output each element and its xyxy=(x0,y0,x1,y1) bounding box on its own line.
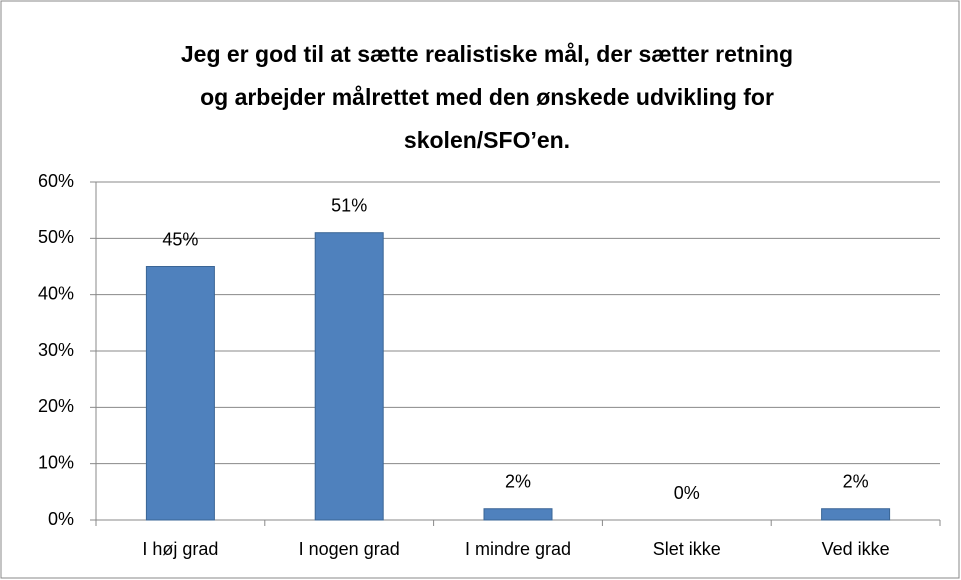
x-tick-label: I nogen grad xyxy=(299,539,400,559)
y-tick-label: 10% xyxy=(38,452,74,472)
bar xyxy=(145,266,215,521)
x-tick-label: I mindre grad xyxy=(465,539,571,559)
bar xyxy=(821,508,891,521)
y-tick-label: 30% xyxy=(38,340,74,360)
data-label: 0% xyxy=(674,483,700,503)
bar xyxy=(483,508,553,521)
chart-title: skolen/SFO’en. xyxy=(404,127,570,153)
x-tick-label: Slet ikke xyxy=(653,539,721,559)
y-tick-label: 50% xyxy=(38,227,74,247)
y-tick-label: 40% xyxy=(38,283,74,303)
data-label: 51% xyxy=(331,195,367,215)
data-label: 45% xyxy=(162,229,198,249)
chart-title: og arbejder målrettet med den ønskede ud… xyxy=(200,84,774,110)
y-tick-label: 20% xyxy=(38,396,74,416)
x-tick-label: Ved ikke xyxy=(822,539,890,559)
chart-title: Jeg er god til at sætte realistiske mål,… xyxy=(181,41,793,67)
x-tick-label: I høj grad xyxy=(142,539,218,559)
data-label: 2% xyxy=(505,471,531,491)
y-tick-label: 60% xyxy=(38,171,74,191)
data-label: 2% xyxy=(843,471,869,491)
bar xyxy=(314,232,384,521)
y-tick-label: 0% xyxy=(48,509,74,529)
